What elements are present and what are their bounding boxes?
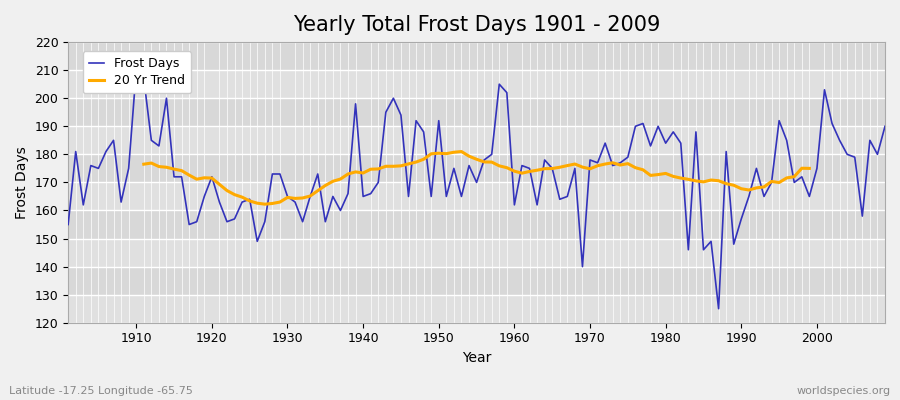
Y-axis label: Frost Days: Frost Days — [15, 146, 29, 219]
Text: Latitude -17.25 Longitude -65.75: Latitude -17.25 Longitude -65.75 — [9, 386, 193, 396]
20 Yr Trend — [221, 188, 232, 193]
Bar — [68, 70, 885, 98]
Bar — [68, 210, 885, 238]
Frost Days — [297, 219, 308, 224]
Bar — [68, 154, 885, 182]
20 Yr Trend — [139, 162, 149, 166]
Line: Frost Days: Frost Days — [68, 70, 885, 309]
20 Yr Trend — [403, 162, 414, 166]
Frost Days — [517, 163, 527, 168]
20 Yr Trend — [206, 176, 217, 180]
X-axis label: Year: Year — [462, 351, 491, 365]
Title: Yearly Total Frost Days 1901 - 2009: Yearly Total Frost Days 1901 - 2009 — [292, 15, 661, 35]
Bar — [68, 126, 885, 154]
Frost Days — [509, 202, 520, 207]
20 Yr Trend — [282, 195, 292, 200]
Bar — [68, 182, 885, 210]
Bar — [68, 42, 885, 70]
Line: 20 Yr Trend: 20 Yr Trend — [144, 152, 809, 204]
20 Yr Trend — [259, 202, 270, 206]
Frost Days — [123, 166, 134, 171]
Bar — [68, 295, 885, 323]
20 Yr Trend — [743, 188, 754, 192]
20 Yr Trend — [804, 166, 814, 171]
Bar — [68, 266, 885, 295]
Frost Days — [63, 222, 74, 227]
Text: worldspecies.org: worldspecies.org — [796, 386, 891, 396]
20 Yr Trend — [494, 164, 505, 168]
Frost Days — [713, 306, 724, 311]
Bar — [68, 238, 885, 266]
Frost Days — [879, 124, 890, 129]
Frost Days — [343, 191, 354, 196]
Frost Days — [130, 68, 141, 72]
20 Yr Trend — [456, 149, 467, 154]
Frost Days — [608, 163, 618, 168]
Bar — [68, 98, 885, 126]
Legend: Frost Days, 20 Yr Trend: Frost Days, 20 Yr Trend — [83, 51, 191, 94]
